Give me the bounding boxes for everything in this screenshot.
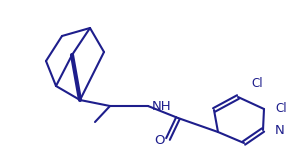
- Text: O: O: [155, 133, 165, 147]
- Text: Cl: Cl: [251, 76, 263, 89]
- Text: Cl: Cl: [275, 101, 287, 115]
- Text: N: N: [275, 124, 285, 137]
- Text: NH: NH: [152, 100, 172, 112]
